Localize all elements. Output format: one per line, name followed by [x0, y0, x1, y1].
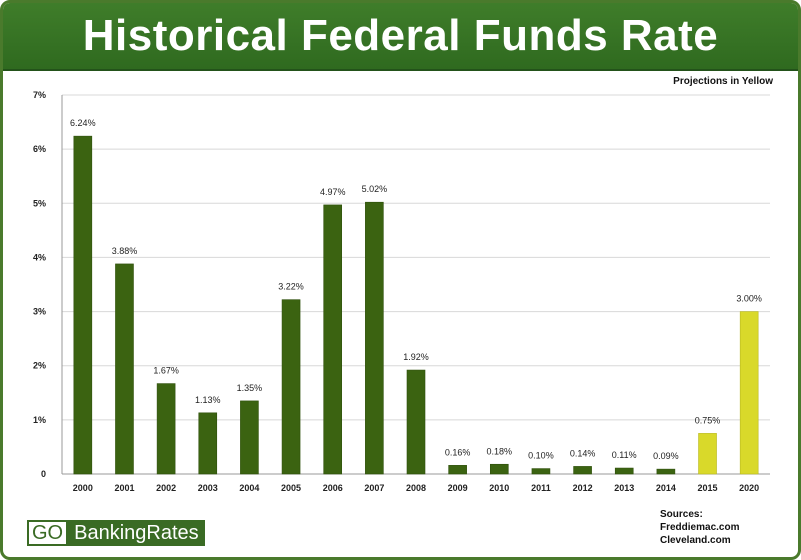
bar: [489, 463, 509, 475]
y-tick-label: 0: [41, 469, 46, 479]
x-tick-label: 2015: [698, 483, 718, 493]
x-tick-label: 2007: [364, 483, 384, 493]
bar-value-label: 5.02%: [362, 184, 388, 194]
bar: [656, 468, 676, 475]
x-tick-label: 2006: [323, 483, 343, 493]
x-tick-label: 2014: [656, 483, 676, 493]
y-tick-label: 4%: [33, 252, 46, 262]
bar-value-label: 0.18%: [487, 446, 513, 456]
data-labels: 6.24% 3.88% 1.67% 1.13% 1.35% 3.22% 4.97% 5.02%…: [70, 118, 762, 461]
x-tick-label: 2001: [114, 483, 134, 493]
x-tick-label: 2011: [531, 483, 551, 493]
y-tick-label: 3%: [33, 307, 46, 317]
bar: [73, 135, 93, 475]
x-tick-label: 2003: [198, 483, 218, 493]
logo-go: GO: [27, 520, 69, 546]
x-tick-label: 2002: [156, 483, 176, 493]
projection-note: Projections in Yellow: [673, 76, 773, 87]
sources-label: Sources:: [660, 509, 703, 520]
bar-value-label: 1.67%: [153, 366, 179, 376]
x-tick-label: 2012: [573, 483, 593, 493]
sources: Sources: Freddiemac.com Cleveland.com: [660, 508, 739, 547]
bar-value-label: 3.00%: [736, 294, 762, 304]
y-tick-label: 6%: [33, 144, 46, 154]
title-bar: Historical Federal Funds Rate: [3, 3, 798, 71]
bar-value-label: 0.16%: [445, 447, 471, 457]
bar: [739, 311, 759, 475]
x-tick-label: 2004: [239, 483, 259, 493]
bar-value-label: 4.97%: [320, 187, 346, 197]
bar-value-label: 1.35%: [237, 383, 263, 393]
y-tick-label: 7%: [33, 90, 46, 100]
bar: [614, 467, 634, 475]
axes: 0 1% 2% 3% 4% 5% 6% 7% 2000 2001 2002 2003 2004 2005 2…: [33, 90, 770, 493]
bar-value-label: 0.10%: [528, 451, 554, 461]
bar-value-label: 0.75%: [695, 415, 721, 425]
bar-value-label: 3.88%: [112, 246, 138, 256]
x-tick-label: 2013: [614, 483, 634, 493]
bar: [448, 465, 467, 475]
bar: [115, 263, 134, 475]
bars: [73, 135, 759, 475]
source-freddiemac: Freddiemac.com: [660, 522, 740, 533]
x-tick-label: 2008: [406, 483, 426, 493]
bar: [573, 466, 592, 475]
source-cleveland: Cleveland.com: [660, 535, 731, 546]
bar-value-label: 3.22%: [278, 282, 304, 292]
x-tick-label: 2009: [448, 483, 468, 493]
bar-value-label: 1.92%: [403, 352, 429, 362]
bar: [281, 299, 301, 475]
bar: [156, 383, 176, 475]
bar-value-label: 1.13%: [195, 395, 221, 405]
bar-value-label: 0.14%: [570, 448, 596, 458]
bar-value-label: 0.11%: [612, 450, 637, 460]
bar-value-label: 0.09%: [653, 451, 679, 461]
bar: [323, 204, 343, 475]
bar: [698, 433, 717, 475]
x-tick-label: 2005: [281, 483, 301, 493]
gobankingrates-logo: GO BankingRates: [27, 520, 205, 546]
bar: [406, 369, 426, 475]
bar: [531, 468, 551, 475]
chart-title: Historical Federal Funds Rate: [82, 11, 719, 60]
grid-lines: [62, 94, 770, 421]
x-tick-label: 2000: [73, 483, 93, 493]
y-tick-label: 1%: [33, 415, 46, 425]
x-tick-label: 2020: [739, 483, 759, 493]
y-tick-label: 5%: [33, 198, 46, 208]
x-tick-label: 2010: [489, 483, 509, 493]
logo-bankingrates: BankingRates: [68, 520, 205, 546]
bar: [240, 400, 259, 475]
y-tick-label: 2%: [33, 361, 46, 371]
bar: [198, 412, 218, 475]
bar: [365, 201, 384, 475]
bar-value-label: 6.24%: [70, 118, 96, 128]
